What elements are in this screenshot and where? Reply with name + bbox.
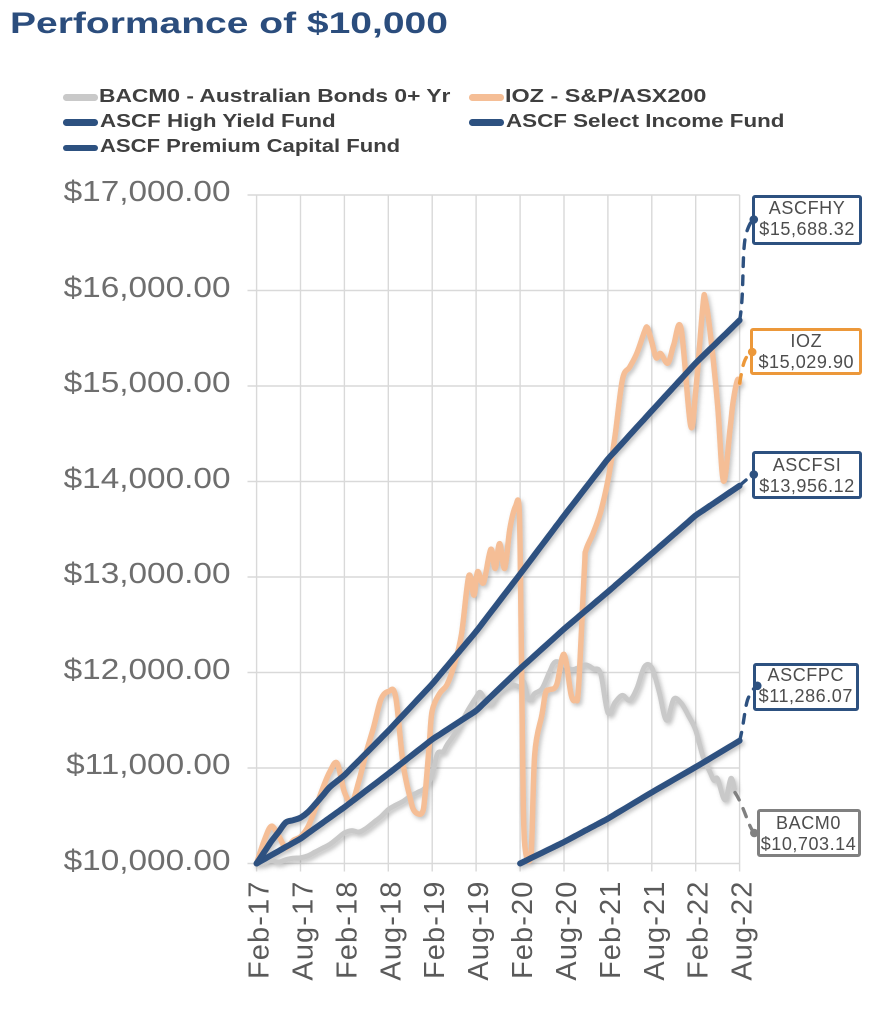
svg-text:Feb-21: Feb-21 bbox=[595, 881, 627, 980]
svg-text:Feb-18: Feb-18 bbox=[331, 881, 363, 980]
svg-text:Feb-22: Feb-22 bbox=[683, 881, 715, 980]
svg-text:Aug-18: Aug-18 bbox=[375, 881, 407, 981]
svg-text:Aug-19: Aug-19 bbox=[463, 881, 495, 981]
svg-text:Aug-21: Aug-21 bbox=[639, 881, 671, 981]
svg-text:Aug-20: Aug-20 bbox=[551, 881, 583, 981]
svg-text:Aug-22: Aug-22 bbox=[727, 881, 759, 981]
svg-text:Aug-17: Aug-17 bbox=[288, 881, 320, 981]
svg-text:Feb-20: Feb-20 bbox=[507, 881, 539, 980]
svg-text:Feb-19: Feb-19 bbox=[419, 881, 451, 980]
svg-text:Feb-17: Feb-17 bbox=[244, 881, 276, 980]
